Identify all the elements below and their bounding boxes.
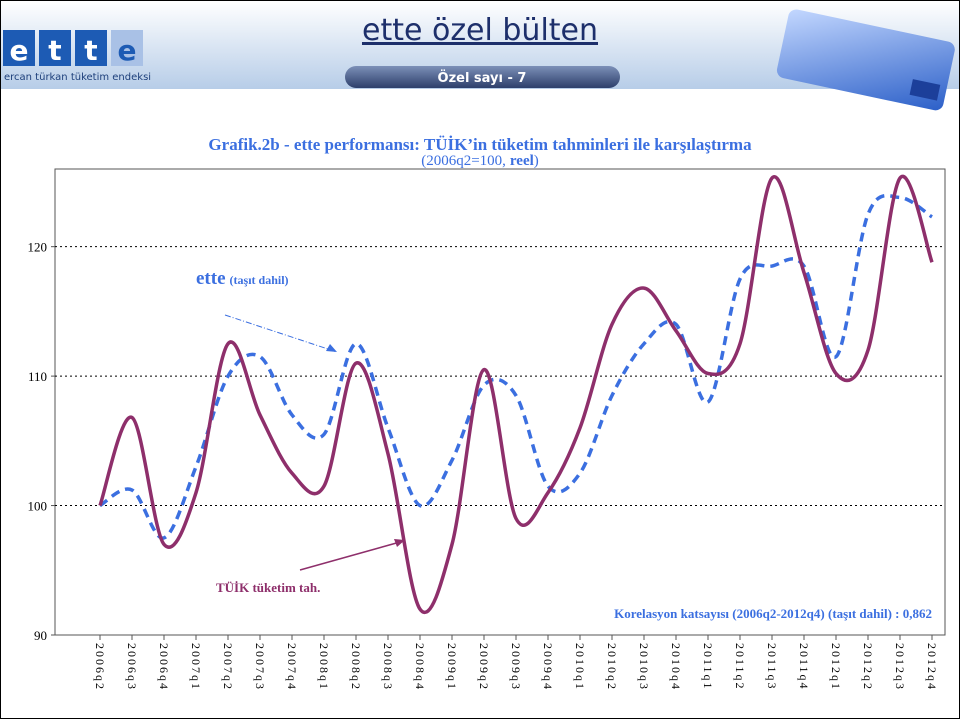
logo-caption: ercan türkan tüketim endeksi [4, 72, 151, 83]
x-tick-label: 2011q1 [701, 643, 715, 691]
x-tick-label: 2007q3 [253, 643, 267, 691]
chart-subtitle: (2006q2=100,reel) [421, 153, 539, 169]
x-tick-label: 2007q1 [189, 643, 203, 691]
x-tick-label: 2011q2 [733, 643, 747, 691]
y-tick-label: 120 [28, 240, 48, 255]
logo-letter: e [118, 34, 137, 67]
y-tick-label: 110 [28, 369, 47, 384]
x-tick-label: 2010q2 [605, 643, 619, 691]
issue: Özel sayı - 7 [438, 70, 527, 86]
annotation: Korelasyon katsayısı (2006q2-2012q4) (ta… [614, 606, 932, 621]
x-tick-label: 2012q3 [893, 643, 907, 691]
y-tick-label: 100 [28, 499, 48, 514]
x-tick-label: 2008q2 [349, 643, 363, 691]
x-tick-label: 2009q1 [445, 643, 459, 691]
x-tick-label: 2008q1 [317, 643, 331, 691]
subtitle-end: ) [534, 153, 539, 169]
x-tick-label: 2009q3 [509, 643, 523, 691]
x-tick-label: 2007q2 [221, 643, 235, 691]
series-note: (taşıt dahil) [230, 273, 289, 287]
subtitle-start: (2006q2=100, [421, 153, 506, 169]
x-tick-label: 2006q3 [125, 643, 139, 691]
page: e t t e ercan türkan tüketim endeksi ett… [0, 0, 960, 719]
x-tick-label: 2006q2 [93, 643, 107, 691]
x-tick-label: 2012q1 [829, 643, 843, 691]
x-tick-label: 2011q4 [797, 643, 811, 691]
x-tick-label: 2010q3 [637, 643, 651, 691]
x-tick-label: 2009q4 [541, 643, 555, 691]
x-tick-label: 2010q1 [573, 643, 587, 691]
x-tick-label: 2006q4 [157, 643, 171, 691]
x-tick-label: 2007q4 [285, 643, 299, 691]
chart-title: Grafik.2b - ette performansı: TÜİK’in tü… [208, 135, 752, 154]
x-tick-label: 2008q3 [381, 643, 395, 691]
x-tick-label: 2009q2 [477, 643, 491, 691]
x-tick-label: 2011q3 [765, 643, 779, 691]
x-tick-label: 2012q2 [861, 643, 875, 691]
series-name: ette [196, 268, 226, 289]
logo-letter: t [48, 34, 61, 67]
logo-letter: e [10, 34, 29, 67]
subtitle-bold: reel [510, 153, 534, 169]
logo-letter: t [84, 34, 97, 67]
x-tick-label: 2010q4 [669, 643, 683, 691]
x-tick-label: 2008q4 [413, 643, 427, 691]
tuik-label: TÜİK tüketim tah. [216, 580, 320, 595]
x-tick-label: 2012q4 [925, 643, 939, 691]
y-tick-label: 90 [34, 628, 47, 643]
header-title: ette özel bülten [362, 13, 598, 48]
